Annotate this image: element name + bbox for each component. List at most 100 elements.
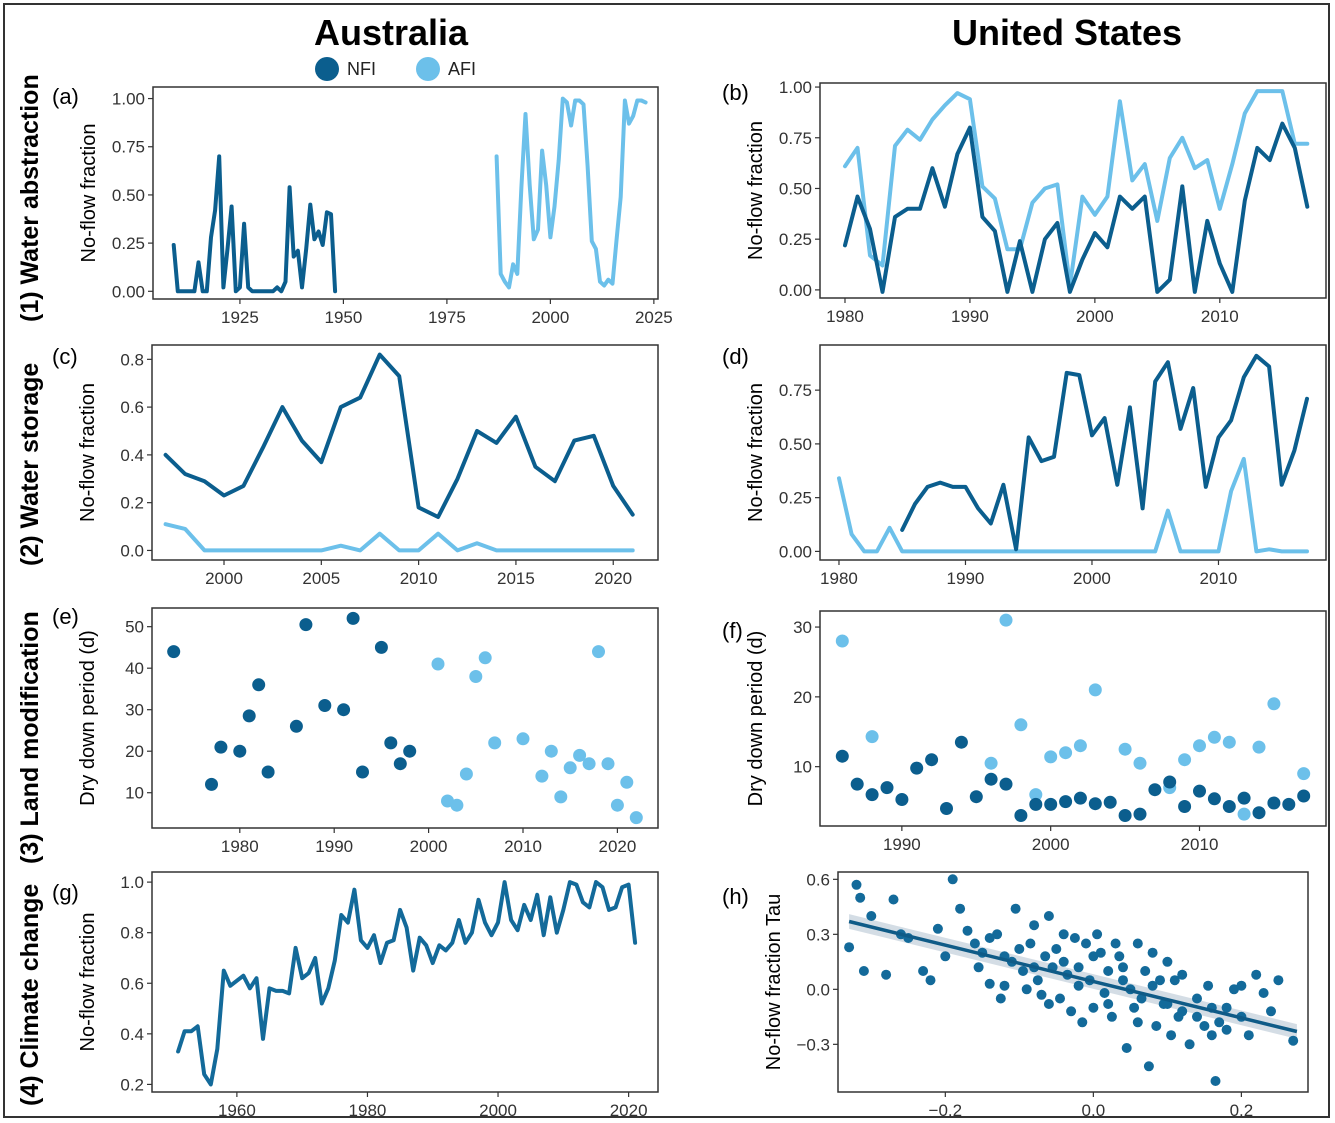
x-tick-label: 2010 xyxy=(400,569,438,588)
data-point-main xyxy=(1192,993,1202,1004)
data-point-main xyxy=(1103,966,1114,976)
data-point-main xyxy=(1114,951,1125,962)
y-tick-label: 0.2 xyxy=(120,494,144,513)
data-point-afi xyxy=(544,744,558,758)
panel-label-d: (d) xyxy=(722,344,749,369)
data-point-nfi xyxy=(1207,792,1221,806)
data-point-nfi xyxy=(969,790,983,804)
x-tick-label: 2010 xyxy=(1200,569,1238,588)
data-point-main xyxy=(1018,966,1028,976)
x-tick-label: 2025 xyxy=(635,308,673,327)
data-point-nfi xyxy=(895,793,909,806)
data-point-nfi xyxy=(1148,783,1162,797)
x-tick-label: −0.2 xyxy=(929,1101,963,1120)
trend-line xyxy=(848,919,1298,1034)
data-point-nfi xyxy=(1073,791,1087,805)
data-point-afi xyxy=(1133,756,1147,770)
series-line-afi xyxy=(494,96,648,290)
data-point-main xyxy=(973,962,984,973)
data-point-afi xyxy=(573,748,587,762)
data-point-main xyxy=(984,978,995,989)
y-tick-label: −0.3 xyxy=(796,1035,830,1054)
data-point-main xyxy=(1155,975,1165,986)
data-point-nfi xyxy=(1222,800,1236,813)
x-tick-label: 1980 xyxy=(349,1101,387,1120)
plot-area-a xyxy=(152,86,659,300)
panel-h: −0.3 0.0 0.3 0.6 −0.2 0.0 0.2 No-flow fraction … xyxy=(763,870,1309,1120)
data-point-main xyxy=(1288,1035,1299,1046)
data-point-main xyxy=(925,975,936,986)
y-tick-label: 0.00 xyxy=(112,282,145,301)
data-point-main xyxy=(1140,966,1151,976)
data-point-main xyxy=(1136,993,1147,1004)
data-point-main xyxy=(1043,999,1054,1009)
data-point-main xyxy=(844,942,855,953)
data-point-afi xyxy=(478,651,492,665)
data-point-main xyxy=(1029,920,1040,931)
data-point-main xyxy=(1021,984,1032,995)
data-point-main xyxy=(1121,1043,1132,1053)
data-point-main xyxy=(1073,962,1084,973)
y-tick-label: 20 xyxy=(793,688,812,707)
data-point-nfi xyxy=(1193,784,1206,798)
x-tick-label: 2015 xyxy=(497,569,535,588)
x-tick-label: 1975 xyxy=(428,308,466,327)
y-tick-label: 10 xyxy=(125,784,144,803)
x-tick-label: 1980 xyxy=(820,569,858,588)
data-point-main xyxy=(999,980,1010,991)
data-point-main xyxy=(1210,1076,1221,1086)
data-point-main xyxy=(992,929,1003,940)
data-point-nfi xyxy=(1014,809,1028,822)
title-australia: Australia xyxy=(313,12,469,53)
x-tick-label: 2000 xyxy=(410,837,448,856)
data-point-nfi xyxy=(910,761,924,775)
x-tick-label: 0.0 xyxy=(1082,1101,1106,1120)
data-point-nfi xyxy=(1252,806,1266,820)
data-point-main xyxy=(1221,1024,1232,1035)
data-point-nfi xyxy=(1178,800,1192,813)
panel-label-e: (e) xyxy=(52,604,79,629)
panel-b: 0.00 0.25 0.50 0.75 1.00 1980 1990 2000 2010 No-f… xyxy=(745,78,1327,326)
data-point-nfi xyxy=(925,753,939,767)
plot-area-c xyxy=(151,344,659,561)
data-point-nfi xyxy=(403,744,417,758)
data-point-main xyxy=(1040,951,1051,962)
data-point-main xyxy=(881,969,892,980)
data-point-afi xyxy=(459,767,473,781)
y-tick-label: 0.75 xyxy=(112,138,145,157)
y-tick-label: 0.25 xyxy=(779,230,812,249)
series-line-afi xyxy=(837,456,1309,554)
data-point-afi xyxy=(469,670,483,683)
y-tick-label: 30 xyxy=(793,618,812,637)
y-tick-label: 0.75 xyxy=(779,381,812,400)
y-tick-label: 0.6 xyxy=(120,398,144,417)
y-tick-label: 0.8 xyxy=(120,924,144,943)
data-point-nfi xyxy=(1103,795,1117,809)
data-point-afi xyxy=(1207,730,1221,744)
data-point-afi xyxy=(865,730,879,744)
data-point-main xyxy=(1236,980,1247,991)
data-point-main xyxy=(1143,1061,1154,1072)
data-point-main xyxy=(1014,944,1025,954)
data-point-nfi xyxy=(1133,807,1147,821)
panel-e: 10 20 30 40 50 1980 1990 2000 2010 2020 Dry down p… xyxy=(77,607,659,856)
legend-afi-swatch xyxy=(416,57,440,81)
x-tick-label: 2010 xyxy=(1181,835,1219,854)
data-point-main xyxy=(855,892,866,903)
legend: NFI AFI xyxy=(315,56,516,82)
panel-label-c: (c) xyxy=(52,344,78,369)
y-tick-label: 0.4 xyxy=(120,446,144,465)
data-point-afi xyxy=(516,732,530,746)
x-tick-label: 2020 xyxy=(598,837,636,856)
data-point-afi xyxy=(431,657,445,671)
data-point-nfi xyxy=(205,777,218,791)
data-point-afi xyxy=(554,790,568,804)
data-point-afi xyxy=(1252,740,1266,754)
data-point-afi xyxy=(835,634,849,648)
y-tick-label: 0.25 xyxy=(779,489,812,508)
series-line-afi xyxy=(163,522,635,553)
y-tick-label: 1.00 xyxy=(112,90,145,109)
data-point-main xyxy=(962,925,973,936)
data-point-nfi xyxy=(356,765,369,779)
data-point-nfi xyxy=(1267,796,1281,810)
